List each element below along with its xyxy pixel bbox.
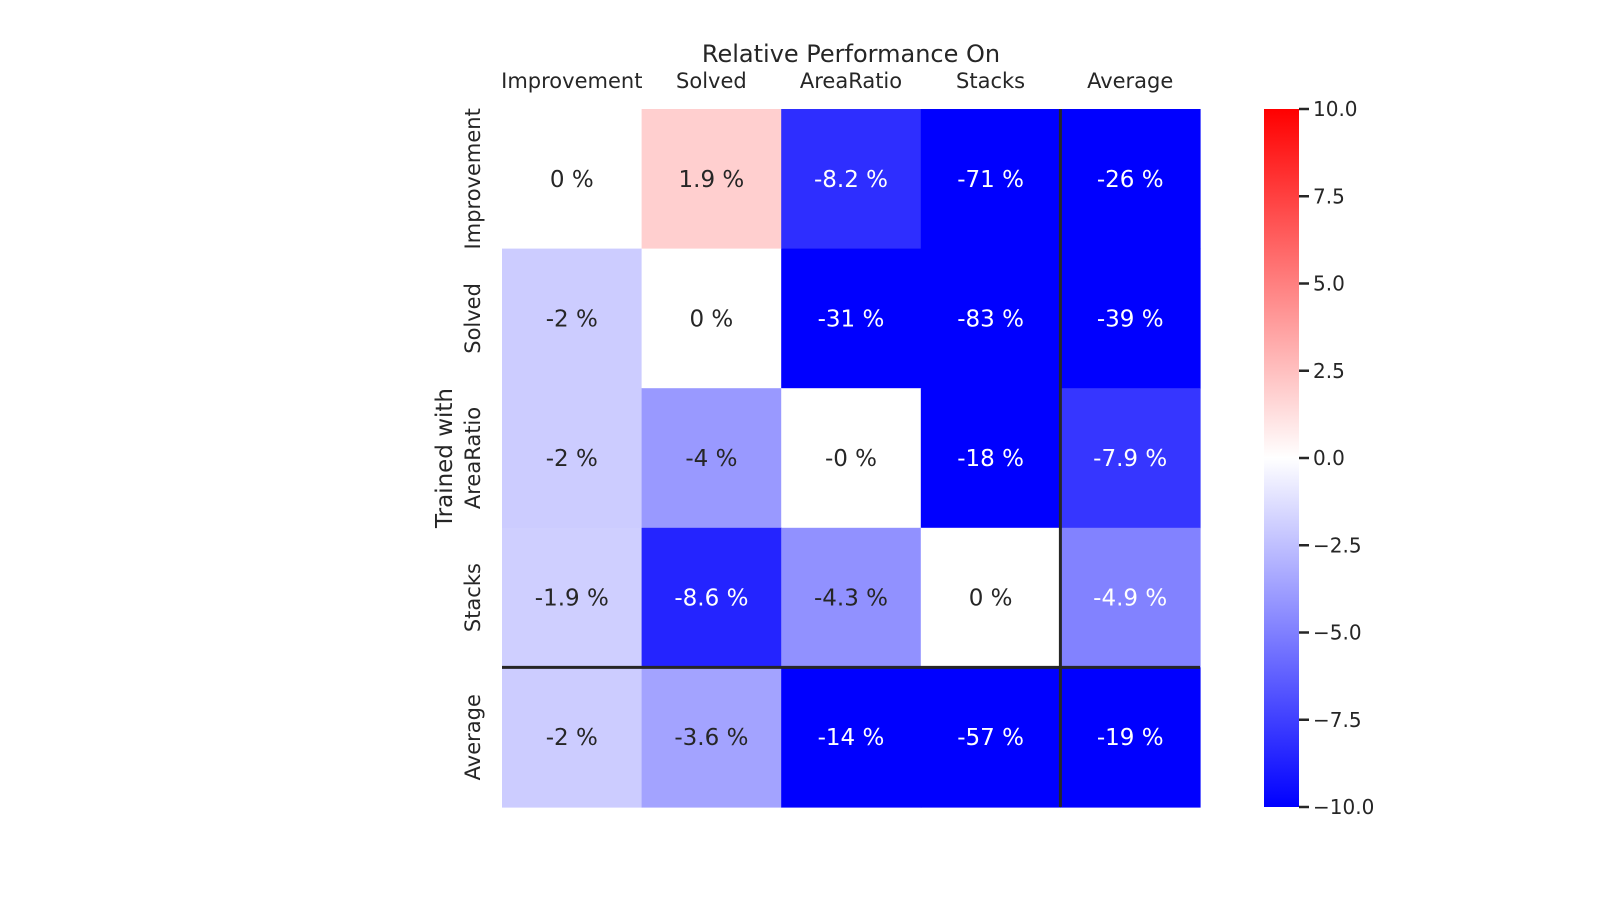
row-label: Stacks [461, 563, 485, 632]
cell-value-label: -0 % [825, 446, 877, 472]
heatmap-cell [1060, 388, 1201, 529]
cell-value-label: -39 % [1097, 306, 1164, 332]
column-label: Average [1087, 69, 1173, 93]
heatmap-cell [781, 388, 922, 529]
cell-value-label: -4.3 % [814, 586, 888, 612]
cell-value-label: -4 % [685, 446, 737, 472]
colorbar-tick-label: 5.0 [1313, 272, 1345, 296]
heatmap-cell [502, 248, 643, 389]
heatmap-cell [920, 527, 1061, 668]
heatmap-cell [1060, 527, 1201, 668]
y-axis-title: Trained with [432, 388, 458, 529]
colorbar-tick-label: 2.5 [1313, 359, 1345, 383]
row-label: Improvement [461, 108, 485, 249]
heatmap-cell [641, 248, 782, 389]
cell-value-label: -8.6 % [674, 586, 748, 612]
cell-value-label: -1.9 % [535, 586, 609, 612]
colorbar-tick-label: −7.5 [1313, 708, 1362, 732]
heatmap-cell [641, 527, 782, 668]
cell-value-label: -57 % [957, 725, 1024, 751]
heatmap-cell [1060, 667, 1201, 808]
separator-lines [502, 109, 1200, 807]
heatmap-cell [1060, 248, 1201, 389]
heatmap-cell [781, 109, 922, 250]
row-label: Average [461, 694, 485, 780]
heatmap-cell [781, 527, 922, 668]
cell-value-label: -7.9 % [1093, 446, 1167, 472]
heatmap-cell [641, 388, 782, 529]
heatmap-cell [1060, 109, 1201, 250]
cell-value-label: 0 % [689, 306, 733, 332]
column-label: Improvement [501, 69, 642, 93]
colorbar-tick-label: 10.0 [1313, 97, 1358, 121]
cell-value-label: -31 % [818, 306, 885, 332]
heatmap-cell [920, 667, 1061, 808]
cell-value-label: 1.9 % [679, 167, 745, 193]
column-labels: Improvement Solved AreaRatio Stacks Average [501, 69, 1173, 93]
cell-value-label: -71 % [957, 167, 1024, 193]
cell-value-label: -14 % [818, 725, 885, 751]
colorbar [1264, 109, 1299, 807]
x-axis-title: Relative Performance On [702, 40, 1000, 68]
cell-value-label: 0 % [550, 167, 594, 193]
colorbar-tick-label: −5.0 [1313, 621, 1362, 645]
cell-value-label: -83 % [957, 306, 1024, 332]
cell-value-label: -2 % [546, 306, 598, 332]
heatmap-cell [641, 667, 782, 808]
cell-value-label: -3.6 % [674, 725, 748, 751]
cell-value-label: -2 % [546, 725, 598, 751]
heatmap-cell [781, 248, 922, 389]
row-label: AreaRatio [461, 407, 485, 509]
heatmap-cell-labels: 0 % 1.9 % -8.2 % -71 % -26 % -2 % 0 % -31 % -83 … [535, 167, 1167, 751]
colorbar-tick-label: −2.5 [1313, 533, 1362, 557]
row-label: Solved [461, 283, 485, 354]
column-label: Solved [676, 69, 747, 93]
heatmap-cell [502, 667, 643, 808]
column-label: Stacks [956, 69, 1025, 93]
cell-value-label: -8.2 % [814, 167, 888, 193]
colorbar-ticks: 10.0 7.5 5.0 2.5 0.0 −2.5 −5.0 −7.5 −10.0 [1299, 97, 1374, 819]
colorbar-tick-label: 0.0 [1313, 446, 1345, 470]
heatmap-cell [920, 248, 1061, 389]
cell-value-label: -4.9 % [1093, 586, 1167, 612]
cell-value-label: -18 % [957, 446, 1024, 472]
heatmap-cell [502, 388, 643, 529]
heatmap-cell [502, 109, 643, 250]
cell-value-label: -2 % [546, 446, 598, 472]
heatmap-cell [502, 527, 643, 668]
heatmap-cell [781, 667, 922, 808]
colorbar-tick-label: −10.0 [1313, 795, 1374, 819]
heatmap-cells [502, 109, 1201, 808]
column-label: AreaRatio [800, 69, 902, 93]
cell-value-label: -19 % [1097, 725, 1164, 751]
heatmap-cell [920, 109, 1061, 250]
row-labels: Improvement Solved AreaRatio Stacks Average [461, 108, 485, 780]
cell-value-label: -26 % [1097, 167, 1164, 193]
heatmap-cell [641, 109, 782, 250]
heatmap-cell [920, 388, 1061, 529]
cell-value-label: 0 % [969, 586, 1013, 612]
colorbar-tick-label: 7.5 [1313, 184, 1345, 208]
